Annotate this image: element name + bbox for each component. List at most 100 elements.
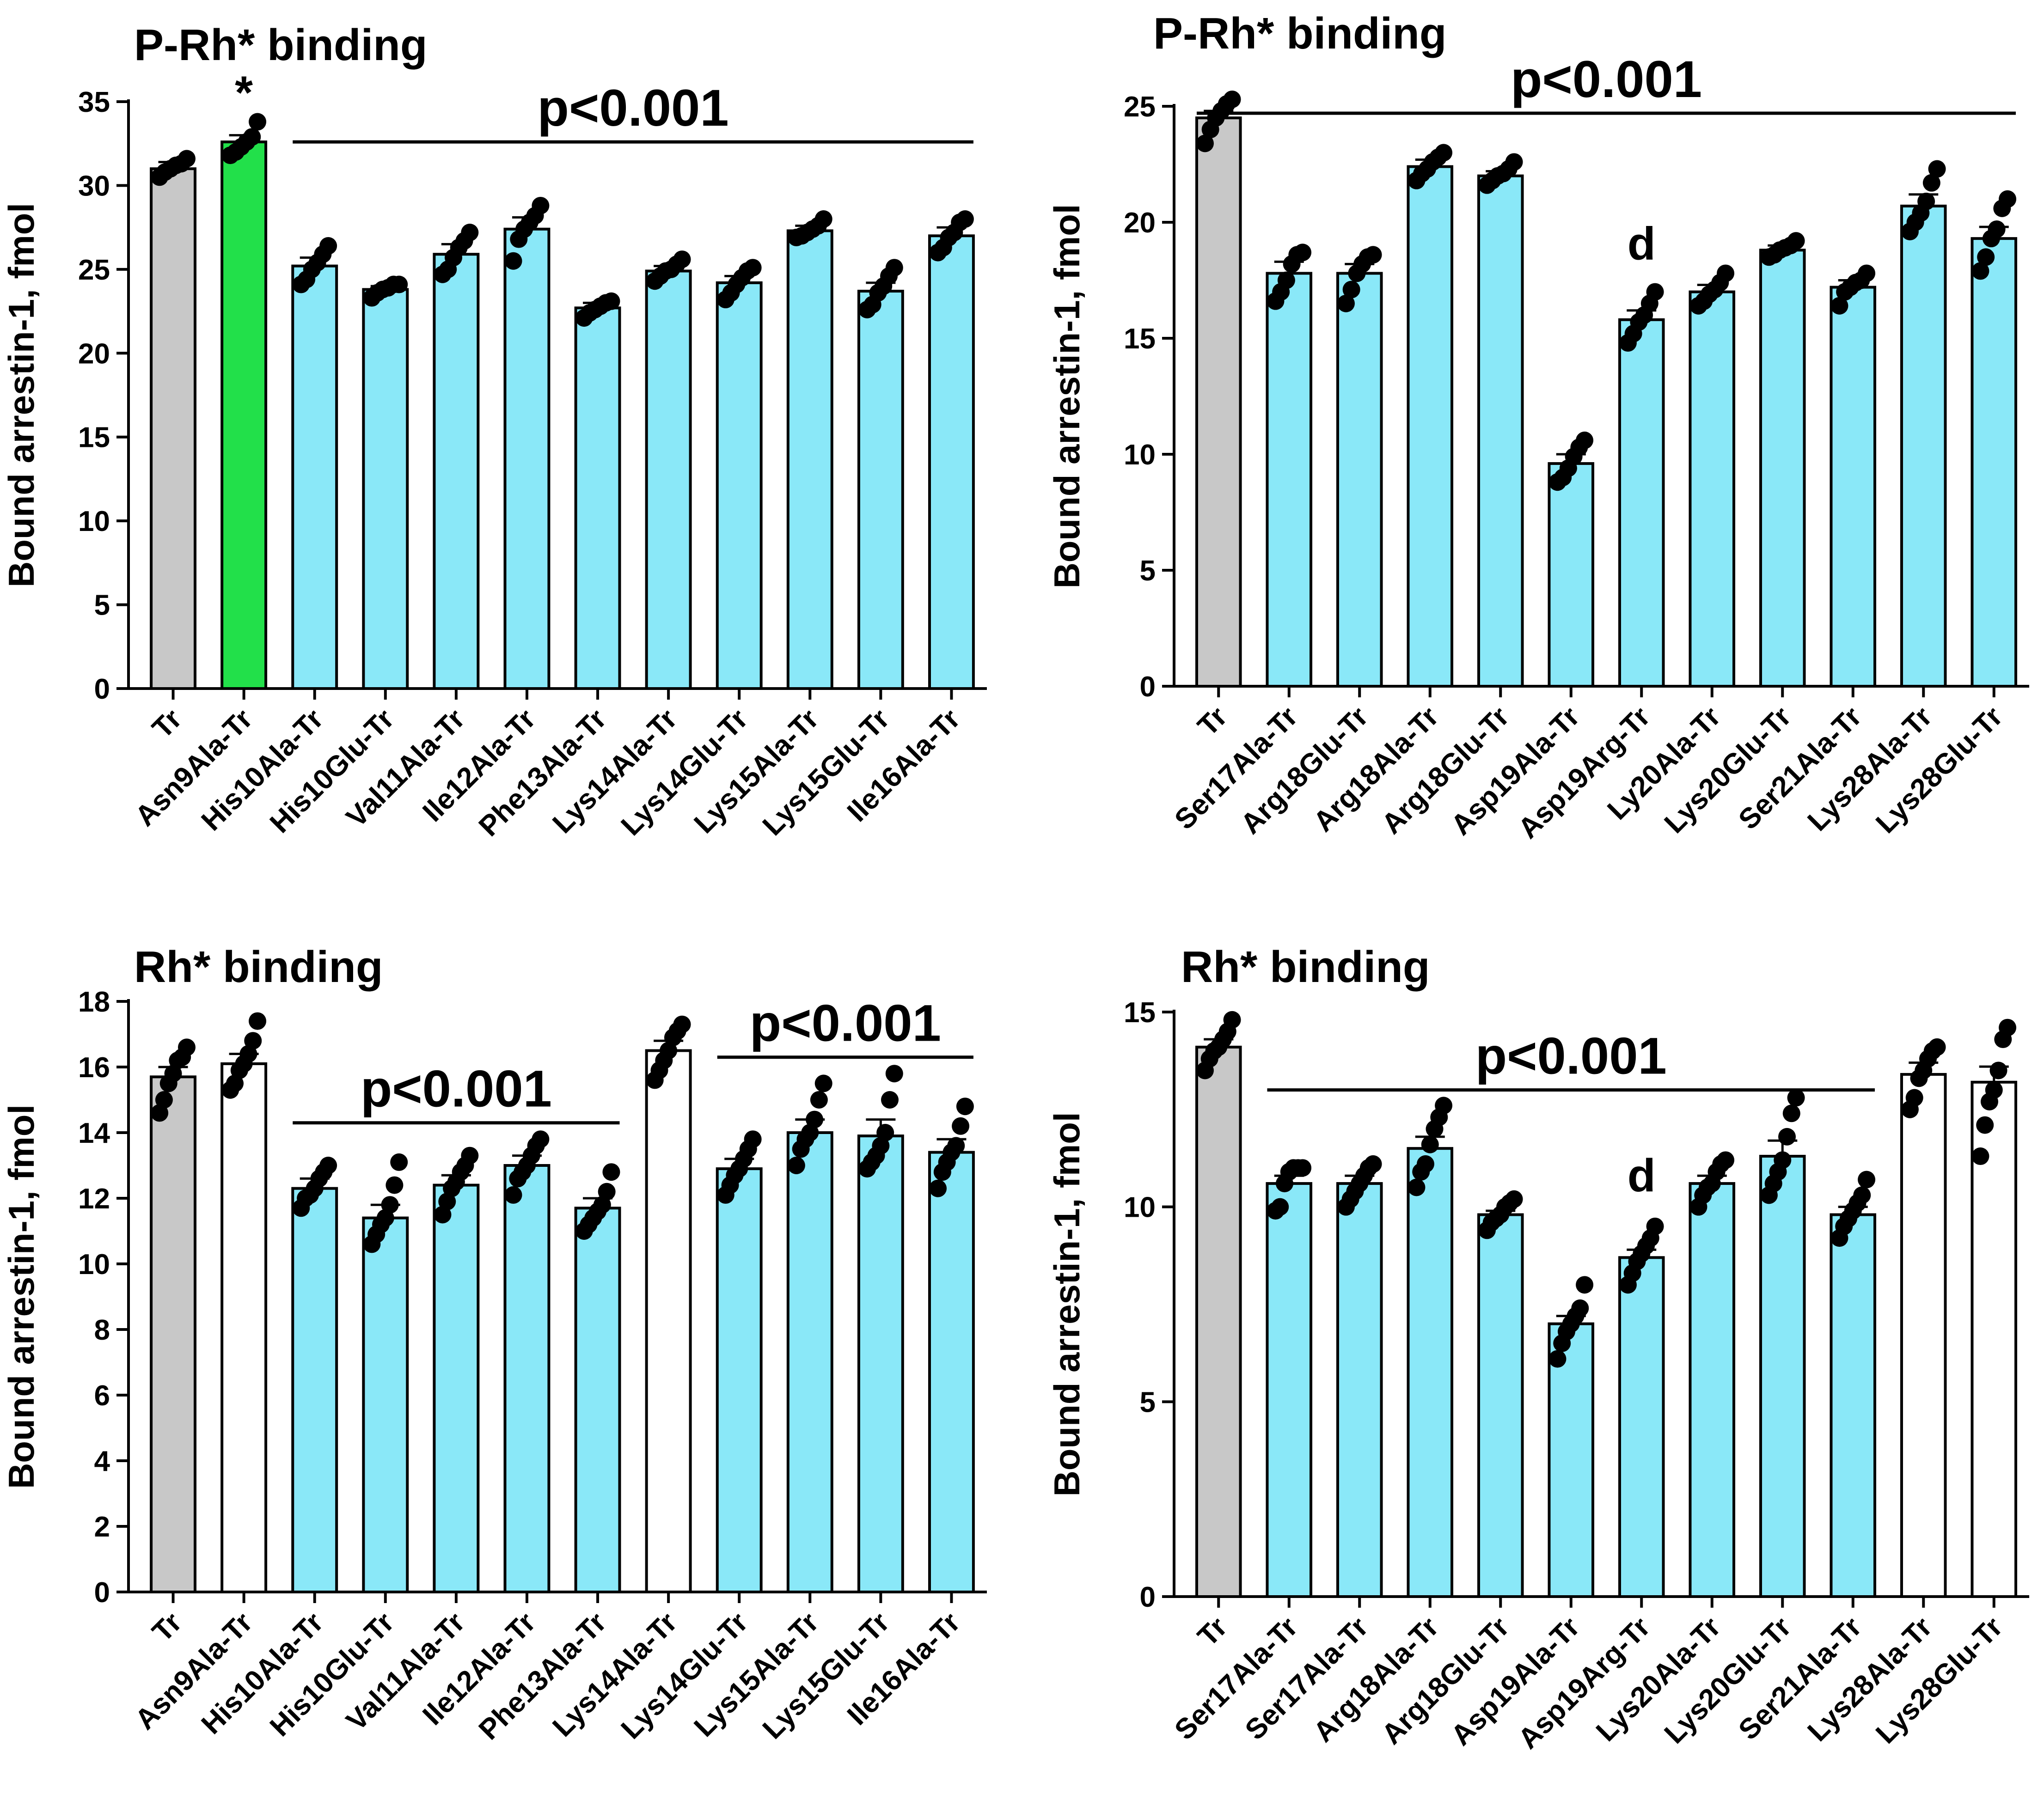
data-point xyxy=(1922,174,1940,192)
y-axis-label: Bound arrestin-1, fmol xyxy=(1,203,42,587)
bar xyxy=(150,1075,196,1593)
bar xyxy=(857,290,904,690)
bar xyxy=(503,227,551,690)
bar xyxy=(433,253,480,690)
y-tick-label: 10 xyxy=(1124,1192,1156,1224)
data-point xyxy=(1505,153,1523,171)
data-point xyxy=(1294,244,1312,262)
data-point xyxy=(244,1032,262,1050)
data-point xyxy=(177,150,196,168)
x-category-label: Tr xyxy=(1192,701,1233,742)
data-point xyxy=(956,210,974,228)
significance-label: p<0.001 xyxy=(1475,1027,1667,1085)
data-point xyxy=(673,1015,691,1033)
y-tick-label: 30 xyxy=(78,170,110,202)
data-point xyxy=(1408,1178,1426,1196)
bar xyxy=(1830,286,1877,688)
data-point xyxy=(243,128,261,146)
data-point xyxy=(1571,1299,1589,1317)
data-point xyxy=(386,1176,404,1194)
bar xyxy=(1759,249,1806,688)
bar xyxy=(150,167,196,690)
chart-title: Rh* binding xyxy=(134,942,383,992)
data-point xyxy=(1905,1089,1923,1107)
bar xyxy=(1548,462,1595,688)
data-point xyxy=(952,1117,970,1135)
data-point xyxy=(249,1012,267,1030)
bar xyxy=(645,1049,692,1593)
bar xyxy=(362,288,409,690)
bar xyxy=(645,269,692,690)
data-point xyxy=(1999,190,2017,208)
bar xyxy=(928,234,975,690)
data-point xyxy=(319,1157,337,1174)
annotation-label: * xyxy=(235,67,253,119)
bar xyxy=(1266,272,1313,688)
data-point xyxy=(1435,1097,1453,1115)
data-point xyxy=(1576,1276,1594,1294)
data-point xyxy=(319,237,337,255)
bar xyxy=(1336,272,1383,688)
bar xyxy=(1336,1182,1383,1598)
data-point xyxy=(1917,192,1935,210)
data-point xyxy=(806,1110,824,1128)
annotation-label: d xyxy=(1628,1150,1656,1201)
y-tick-label: 0 xyxy=(94,1577,110,1609)
data-point xyxy=(461,1146,479,1165)
y-tick-label: 15 xyxy=(78,422,110,454)
data-point xyxy=(1294,1159,1312,1177)
data-point xyxy=(381,1196,399,1214)
data-point xyxy=(1576,431,1594,449)
bar xyxy=(433,1183,480,1594)
data-point xyxy=(947,1137,965,1155)
chart-title: P-Rh* binding xyxy=(134,20,428,70)
y-tick-label: 35 xyxy=(78,86,110,118)
data-point xyxy=(249,113,267,131)
data-point xyxy=(177,1038,196,1056)
x-category-label: Tr xyxy=(146,703,188,744)
data-point xyxy=(1858,264,1876,282)
x-category-label: Tr xyxy=(1192,1611,1233,1653)
y-axis-label: Bound arrestin-1, fmol xyxy=(1046,1112,1087,1496)
data-point xyxy=(1646,1217,1664,1235)
significance-label: p<0.001 xyxy=(361,1060,552,1118)
y-tick-label: 5 xyxy=(1140,555,1156,587)
bar xyxy=(1971,237,2018,688)
data-point xyxy=(1223,1011,1241,1029)
bar xyxy=(1195,116,1242,688)
data-point xyxy=(814,1074,832,1092)
bar xyxy=(291,1187,338,1593)
y-tick-label: 16 xyxy=(78,1052,110,1084)
y-axis-label: Bound arrestin-1, fmol xyxy=(1,1104,42,1489)
bar xyxy=(716,1167,763,1594)
chart-panel-bottom-right: Rh* binding Bound arrestin-1, fmol 0 5 10 15 T… xyxy=(1046,942,2029,1755)
data-point xyxy=(155,1091,173,1109)
data-point xyxy=(1717,264,1735,282)
data-point xyxy=(1787,232,1805,250)
data-point xyxy=(1977,248,1995,266)
data-point xyxy=(532,196,550,214)
significance-label: p<0.001 xyxy=(1511,50,1702,108)
data-point xyxy=(1928,160,1946,178)
bar xyxy=(574,1207,621,1594)
data-point xyxy=(1505,1190,1523,1208)
data-point xyxy=(1830,297,1848,315)
data-point xyxy=(1989,1061,2007,1079)
data-point xyxy=(885,259,903,277)
data-point xyxy=(1548,1350,1567,1368)
y-tick-label: 12 xyxy=(78,1183,110,1215)
bar xyxy=(1407,1147,1454,1598)
bar xyxy=(857,1134,904,1594)
data-point xyxy=(956,1098,974,1116)
data-point xyxy=(504,252,522,270)
y-axis-label: Bound arrestin-1, fmol xyxy=(1046,204,1087,588)
chart-title: P-Rh* binding xyxy=(1153,9,1447,58)
bar xyxy=(503,1164,551,1593)
bar xyxy=(574,306,621,690)
bar xyxy=(220,140,268,690)
bar xyxy=(362,1216,409,1594)
bar xyxy=(1618,1256,1665,1598)
x-category-label: Tr xyxy=(146,1606,188,1648)
bar xyxy=(291,264,338,690)
data-point xyxy=(1778,1128,1796,1146)
